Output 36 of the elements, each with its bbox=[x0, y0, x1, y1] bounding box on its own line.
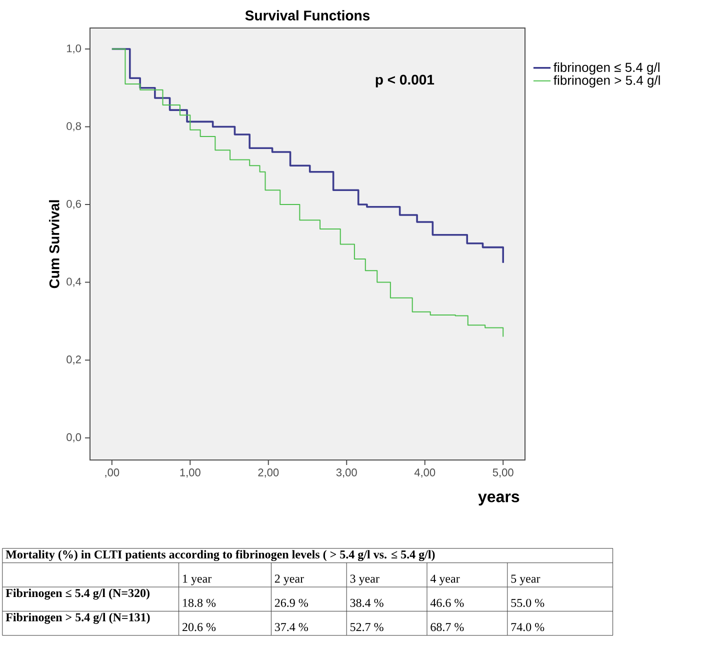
text: 3 year bbox=[350, 574, 380, 586]
x-tick-label: 4,00 bbox=[414, 468, 436, 478]
y-tick-label: 0,8 bbox=[66, 122, 81, 132]
y-tick-label: 0,4 bbox=[66, 278, 82, 287]
y-axis-title: Cum Survival bbox=[49, 200, 60, 288]
text: 38.4 % bbox=[350, 598, 384, 607]
text: 4 year bbox=[430, 574, 460, 586]
text: 74.0 % bbox=[511, 623, 544, 632]
text: 46.6 % bbox=[430, 598, 464, 607]
text: 55.0 % bbox=[511, 598, 544, 607]
x-axis-title: years bbox=[478, 494, 520, 506]
x-tick-label: 5,00 bbox=[492, 468, 514, 478]
y-tick-label: 1,0 bbox=[67, 44, 82, 54]
text: 26.9 % bbox=[274, 598, 308, 607]
x-tick-label: 1,00 bbox=[180, 468, 200, 478]
text: 5 year bbox=[511, 574, 540, 586]
legend-label: fibrinogen > 5.4 g/l bbox=[554, 75, 660, 88]
text: Mortality (%) in CLTI patients according to fibrinogen levels ( > 5.4 g/l vs. ≤ 5.4 g/l) bbox=[6, 550, 435, 562]
chart-title: Survival Functions bbox=[245, 10, 370, 20]
legend-label: fibrinogen ≤ 5.4 g/l bbox=[554, 62, 660, 75]
y-tick-label: 0,0 bbox=[66, 433, 82, 442]
text: 18.8 % bbox=[183, 598, 216, 607]
x-tick-label: ,00 bbox=[105, 468, 120, 478]
text: 52.7 % bbox=[350, 623, 384, 632]
text: 37.4 % bbox=[274, 623, 308, 632]
y-tick-label: 0,6 bbox=[66, 200, 81, 210]
text: 68.7 % bbox=[430, 623, 464, 632]
text: 1 year bbox=[183, 574, 212, 586]
text: Fibrinogen > 5.4 g/l (N=131) bbox=[6, 612, 150, 624]
annotation: p < 0.001 bbox=[376, 74, 434, 88]
x-tick-label: 3,00 bbox=[336, 468, 357, 478]
text: 20.6 % bbox=[182, 623, 216, 632]
text: Fibrinogen ≤ 5.4 g/l (N=320) bbox=[6, 588, 150, 600]
x-tick-label: 2,00 bbox=[258, 468, 279, 478]
text: 2 year bbox=[274, 574, 304, 586]
y-tick-label: 0,2 bbox=[66, 356, 81, 365]
